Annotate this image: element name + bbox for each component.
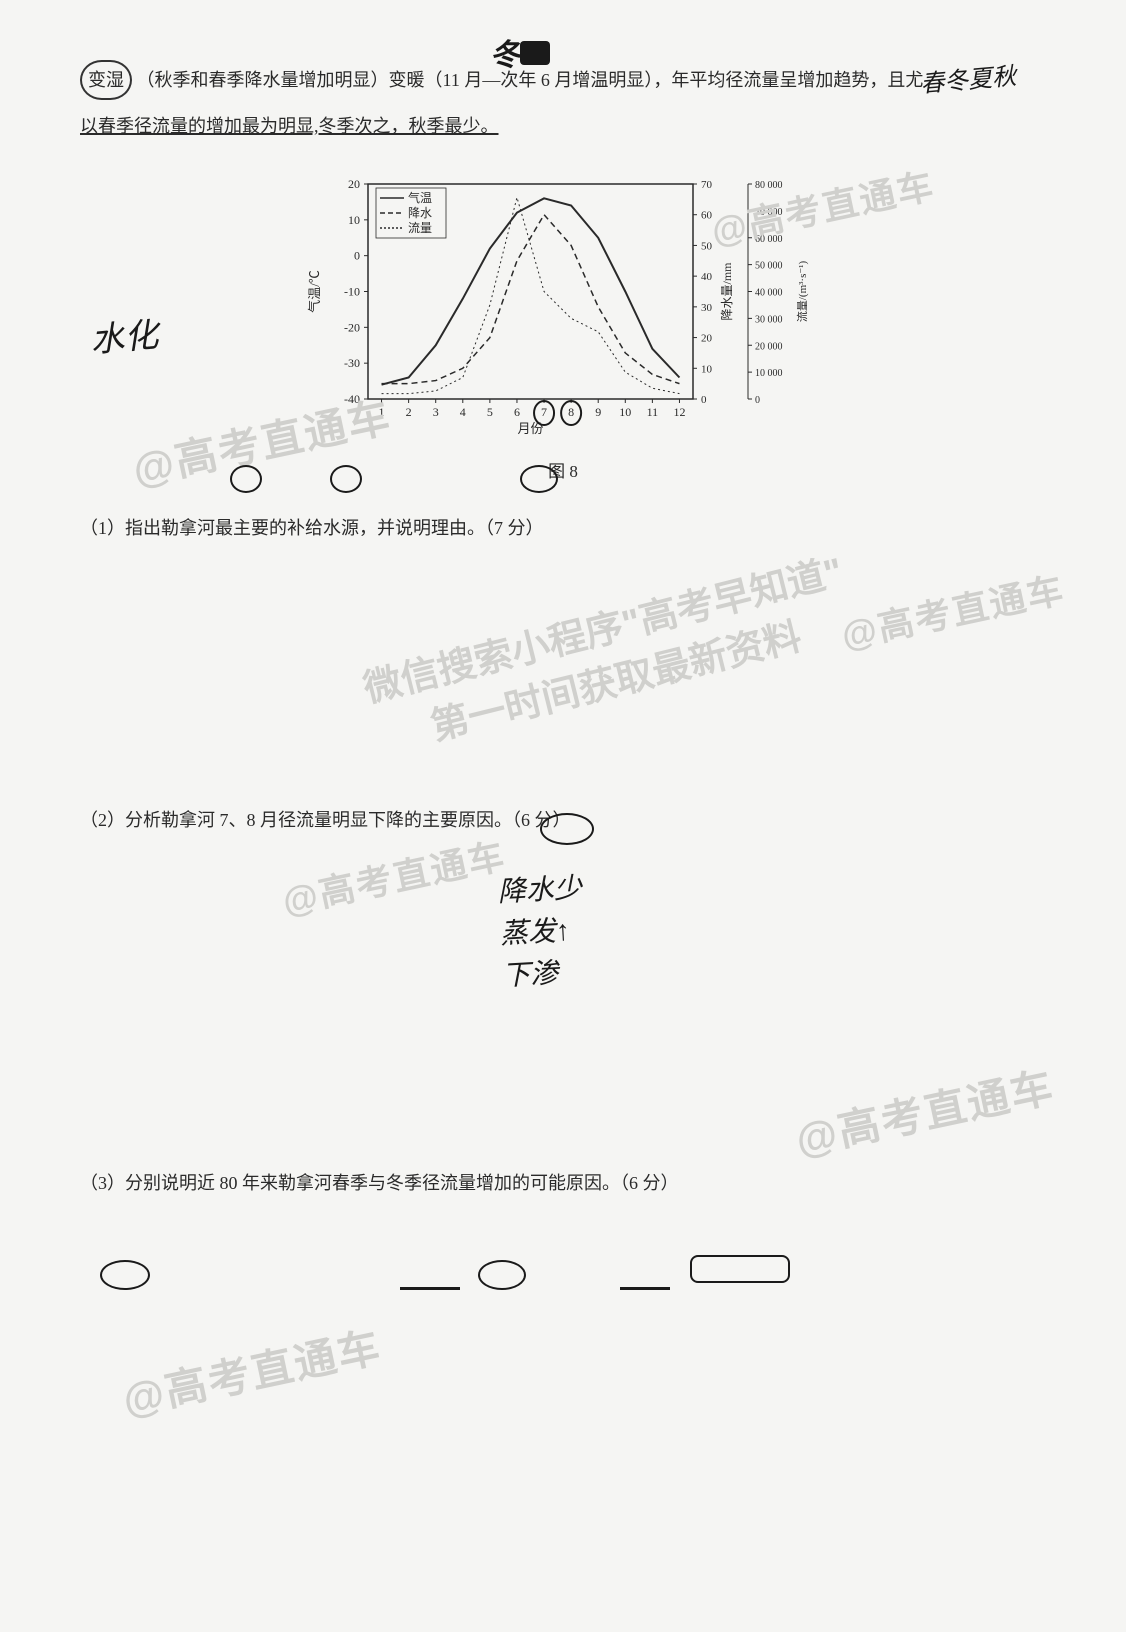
question-2-text: （2）分析勒拿河 7、8 月径流量明显下降的主要原因。（6 分）: [80, 810, 571, 830]
intro-paragraph: 变湿 （秋季和春季降水量增加明显）变暖（11 月—次年 6 月增温明显），年平均…: [80, 60, 1046, 100]
svg-text:20: 20: [701, 333, 713, 345]
svg-text:6: 6: [514, 405, 520, 419]
hw-circle-1: [230, 465, 262, 498]
watermark-5: @高考直通车: [836, 561, 1069, 659]
svg-text:0: 0: [755, 395, 760, 406]
svg-text:50: 50: [701, 240, 713, 252]
svg-text:7: 7: [541, 405, 547, 419]
svg-text:40 000: 40 000: [755, 288, 783, 299]
svg-text:70 000: 70 000: [755, 207, 783, 218]
watermark-8: @高考直通车: [117, 1313, 387, 1427]
svg-text:-10: -10: [344, 285, 360, 299]
svg-text:60 000: 60 000: [755, 234, 783, 245]
svg-text:降水: 降水: [408, 206, 432, 220]
hw-circle-q2: [540, 813, 594, 850]
hw-circle-2: [330, 465, 362, 498]
svg-text:10: 10: [701, 363, 713, 375]
svg-text:80 000: 80 000: [755, 180, 783, 191]
question-1-text: （1）指出勒拿河最主要的补给水源，并说明理由。（7 分）: [80, 518, 544, 538]
handwriting-top-scribble: 冬: [490, 30, 550, 74]
watermark-center-line2: 第一时间获取最新资料: [427, 616, 806, 749]
handwriting-left: 水化: [88, 307, 160, 362]
watermark-center-line1: 微信搜索小程序"高考早知道": [360, 551, 848, 711]
svg-text:50 000: 50 000: [755, 261, 783, 272]
svg-text:-40: -40: [344, 392, 360, 406]
svg-text:30 000: 30 000: [755, 314, 783, 325]
hw-circle-q3-2: [478, 1260, 526, 1295]
hw-circle-3: [520, 465, 558, 498]
svg-text:70: 70: [701, 179, 713, 191]
svg-text:降水量/mm: 降水量/mm: [720, 262, 734, 321]
svg-text:10: 10: [348, 213, 360, 227]
hw-box-q3: [690, 1255, 790, 1283]
chart-container: -40-30-20-1001020气温/℃010203040506070降水量/…: [80, 164, 1046, 482]
svg-text:12: 12: [673, 405, 685, 419]
climate-chart: -40-30-20-1001020气温/℃010203040506070降水量/…: [303, 164, 823, 444]
svg-text:气温/℃: 气温/℃: [307, 270, 322, 313]
svg-text:9: 9: [595, 405, 601, 419]
svg-text:流量/(m³·s⁻¹): 流量/(m³·s⁻¹): [795, 261, 809, 323]
svg-text:11: 11: [647, 405, 659, 419]
svg-text:10 000: 10 000: [755, 368, 783, 379]
svg-text:2: 2: [406, 405, 412, 419]
svg-text:4: 4: [460, 405, 466, 419]
svg-text:20 000: 20 000: [755, 341, 783, 352]
svg-text:3: 3: [433, 405, 439, 419]
svg-text:1: 1: [379, 405, 385, 419]
svg-text:40: 40: [701, 271, 713, 283]
intro-circled-word: 变湿: [80, 60, 132, 100]
svg-text:0: 0: [354, 249, 360, 263]
question-3: （3）分别说明近 80 年来勒拿河春季与冬季径流量增加的可能原因。（6 分）: [80, 1167, 1046, 1199]
intro-line2: 以春季径流量的增加最为明显,冬季次之，秋季最少。: [80, 116, 499, 136]
svg-text:气温: 气温: [408, 190, 432, 205]
svg-text:60: 60: [701, 210, 713, 222]
svg-text:-30: -30: [344, 356, 360, 370]
svg-text:20: 20: [348, 177, 360, 191]
gap-2b: [80, 1077, 1046, 1137]
svg-text:10: 10: [619, 405, 631, 419]
svg-text:5: 5: [487, 405, 493, 419]
svg-text:30: 30: [701, 302, 713, 314]
gap-1: 微信搜索小程序"高考早知道" 第一时间获取最新资料 @高考直通车: [80, 544, 1046, 784]
svg-text:-20: -20: [344, 320, 360, 334]
question-3-text: （3）分别说明近 80 年来勒拿河春季与冬季径流量增加的可能原因。（6 分）: [80, 1173, 679, 1193]
svg-text:8: 8: [568, 405, 574, 419]
svg-text:0: 0: [701, 394, 707, 406]
watermark-center: 微信搜索小程序"高考早知道" 第一时间获取最新资料: [258, 521, 963, 794]
chart-caption: 图 8: [80, 457, 1046, 482]
hw-underline-q3-2: [620, 1287, 670, 1290]
svg-text:流量: 流量: [408, 221, 432, 235]
hw-underline-q3-1: [400, 1287, 460, 1290]
intro-line2-wrap: 以春季径流量的增加最为明显,冬季次之，秋季最少。: [80, 108, 1046, 144]
handwriting-q2: 降水少蒸发↑下渗: [497, 868, 587, 998]
hw-circle-q3-1: [100, 1260, 150, 1295]
question-1: （1）指出勒拿河最主要的补给水源，并说明理由。（7 分）: [80, 512, 1046, 544]
